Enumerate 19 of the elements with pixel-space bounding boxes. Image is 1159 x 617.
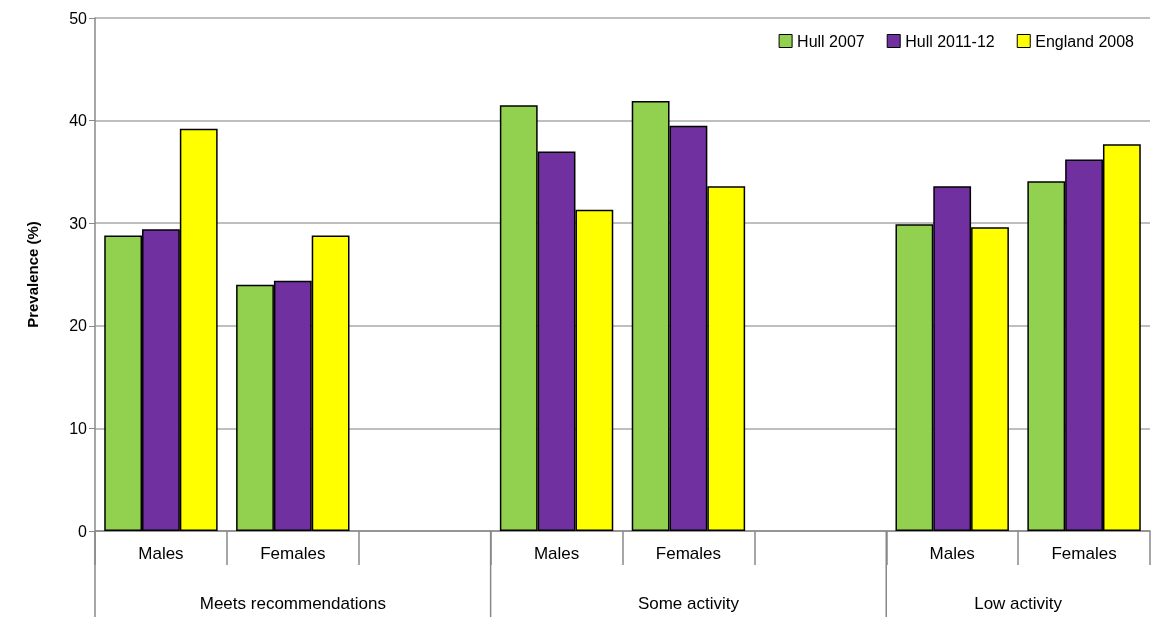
x-tick-label: Females bbox=[655, 544, 722, 563]
text: Meets recommendations bbox=[199, 593, 386, 613]
legend-label: England 2008 bbox=[1035, 32, 1135, 50]
x-tick-label: Females bbox=[260, 544, 326, 563]
y-axis-title: Prevalence (%) bbox=[24, 221, 41, 328]
y-tick-label: 50 bbox=[69, 9, 88, 27]
x-tick-label: Females bbox=[1051, 544, 1117, 563]
legend-label: Hull 2011-12 bbox=[905, 32, 995, 50]
y-tick-label: 20 bbox=[69, 317, 88, 335]
text: Some activity bbox=[637, 593, 740, 613]
text: Low activity bbox=[974, 593, 1063, 613]
legend-label: Hull 2007 bbox=[797, 32, 865, 50]
x-tick-label: Males bbox=[138, 544, 184, 563]
x-tick-label: Males bbox=[533, 544, 580, 563]
y-tick-label: 30 bbox=[69, 214, 88, 232]
y-tick-label: 0 bbox=[78, 522, 88, 540]
y-tick-label: 40 bbox=[69, 112, 88, 130]
y-tick-label: 10 bbox=[69, 419, 88, 437]
x-tick-label: Males bbox=[929, 544, 975, 563]
